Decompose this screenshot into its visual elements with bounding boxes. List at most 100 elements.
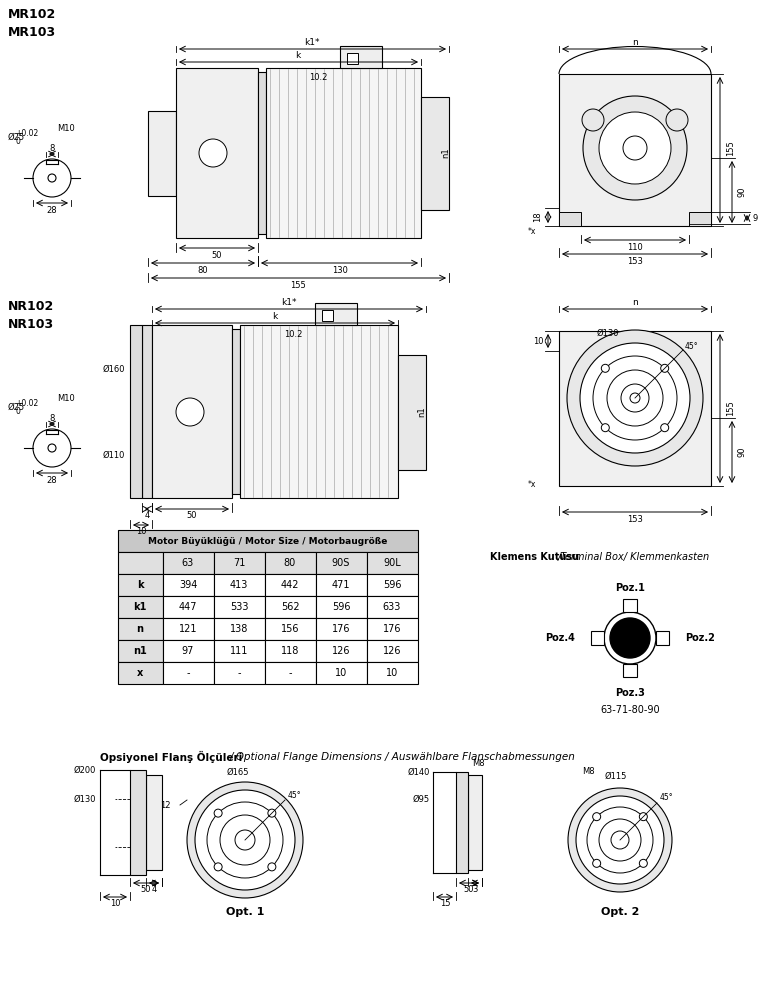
Text: M8: M8 [582, 768, 595, 777]
Circle shape [601, 364, 609, 372]
Text: 0: 0 [15, 136, 20, 145]
Bar [367, 596, 418, 618]
Circle shape [583, 96, 687, 200]
Bar [265, 662, 316, 684]
Text: Poz.2: Poz.2 [685, 633, 715, 643]
Bar [214, 662, 265, 684]
Text: 80: 80 [197, 265, 208, 275]
Text: 394: 394 [179, 580, 197, 590]
Text: M10: M10 [57, 394, 75, 403]
Text: -: - [238, 668, 241, 678]
Text: 4: 4 [152, 886, 156, 895]
Text: 15: 15 [440, 900, 450, 908]
Text: 4: 4 [145, 512, 149, 520]
Text: 118: 118 [281, 646, 300, 656]
Bar [316, 552, 367, 574]
Bar [214, 574, 265, 596]
Text: 80: 80 [284, 558, 296, 568]
Text: 45°: 45° [660, 793, 673, 802]
Bar [214, 618, 265, 640]
Text: -: - [288, 668, 292, 678]
Text: 471: 471 [332, 580, 351, 590]
Circle shape [195, 790, 295, 890]
Text: *x: *x [528, 227, 536, 236]
Bar [623, 664, 637, 677]
Text: /Terminal Box/ Klemmenkasten: /Terminal Box/ Klemmenkasten [558, 552, 710, 562]
Text: 121: 121 [179, 624, 197, 634]
Text: 50: 50 [212, 250, 222, 259]
Circle shape [623, 136, 647, 160]
Text: 50: 50 [464, 886, 474, 895]
Text: 176: 176 [383, 624, 401, 634]
Text: 71: 71 [233, 558, 245, 568]
Circle shape [33, 429, 71, 467]
Text: -: - [187, 668, 190, 678]
Bar [559, 331, 711, 486]
Bar [656, 631, 669, 645]
Text: 45°: 45° [685, 342, 699, 351]
Text: k1: k1 [133, 602, 147, 612]
Text: 28: 28 [46, 475, 57, 484]
Circle shape [599, 112, 671, 184]
Text: Ø95: Ø95 [413, 794, 430, 803]
Bar [176, 68, 258, 238]
Circle shape [582, 109, 604, 131]
Bar [347, 53, 358, 64]
Text: Poz.1: Poz.1 [615, 583, 645, 593]
Text: NR102
NR103: NR102 NR103 [8, 300, 54, 331]
Text: n: n [632, 37, 638, 46]
Text: 18: 18 [533, 212, 543, 222]
Bar [456, 772, 468, 873]
Text: 45°: 45° [288, 791, 302, 799]
Bar [316, 596, 367, 618]
Text: 533: 533 [230, 602, 248, 612]
Text: 155: 155 [290, 281, 306, 290]
Circle shape [661, 423, 669, 432]
Bar [152, 325, 232, 498]
Text: 0: 0 [15, 407, 20, 415]
Text: Ø160: Ø160 [102, 364, 125, 373]
Text: Ø115: Ø115 [605, 772, 628, 781]
Text: 10: 10 [335, 668, 347, 678]
Text: Opsiyonel Flanş Ölçüleri: Opsiyonel Flanş Ölçüleri [100, 751, 246, 763]
Text: k1*: k1* [304, 37, 320, 46]
Text: 596: 596 [332, 602, 351, 612]
Bar [367, 574, 418, 596]
Circle shape [666, 109, 688, 131]
Bar [265, 552, 316, 574]
Circle shape [48, 174, 56, 182]
Text: 50: 50 [187, 512, 197, 520]
Text: 138: 138 [230, 624, 248, 634]
Bar [591, 631, 604, 645]
Bar [163, 574, 214, 596]
Text: 10: 10 [110, 900, 120, 908]
Bar [163, 552, 214, 574]
Text: k: k [272, 311, 278, 320]
Bar [559, 74, 711, 226]
Text: 155: 155 [727, 140, 735, 156]
Text: 10.2: 10.2 [284, 330, 302, 339]
Text: 8: 8 [50, 143, 55, 152]
Circle shape [601, 423, 609, 432]
Text: 176: 176 [332, 624, 351, 634]
Text: n: n [632, 298, 638, 306]
Text: n1: n1 [417, 407, 426, 417]
Text: Opt. 1: Opt. 1 [226, 907, 264, 917]
Text: k: k [296, 50, 300, 60]
Text: MR102
MR103: MR102 MR103 [8, 8, 57, 39]
Text: 8: 8 [50, 413, 55, 422]
Text: k1*: k1* [281, 298, 296, 306]
Bar [118, 662, 163, 684]
Bar [316, 618, 367, 640]
Circle shape [604, 612, 656, 664]
Text: Ø200: Ø200 [74, 766, 96, 775]
Text: 90L: 90L [383, 558, 401, 568]
Text: M8: M8 [471, 758, 485, 768]
Circle shape [214, 863, 222, 871]
Circle shape [48, 444, 56, 452]
Text: / Optional Flange Dimensions / Auswählbare Flanschabmessungen: / Optional Flange Dimensions / Auswählba… [230, 752, 576, 762]
Circle shape [567, 330, 703, 466]
Bar [315, 303, 357, 325]
Text: 447: 447 [179, 602, 197, 612]
Bar [322, 310, 333, 321]
